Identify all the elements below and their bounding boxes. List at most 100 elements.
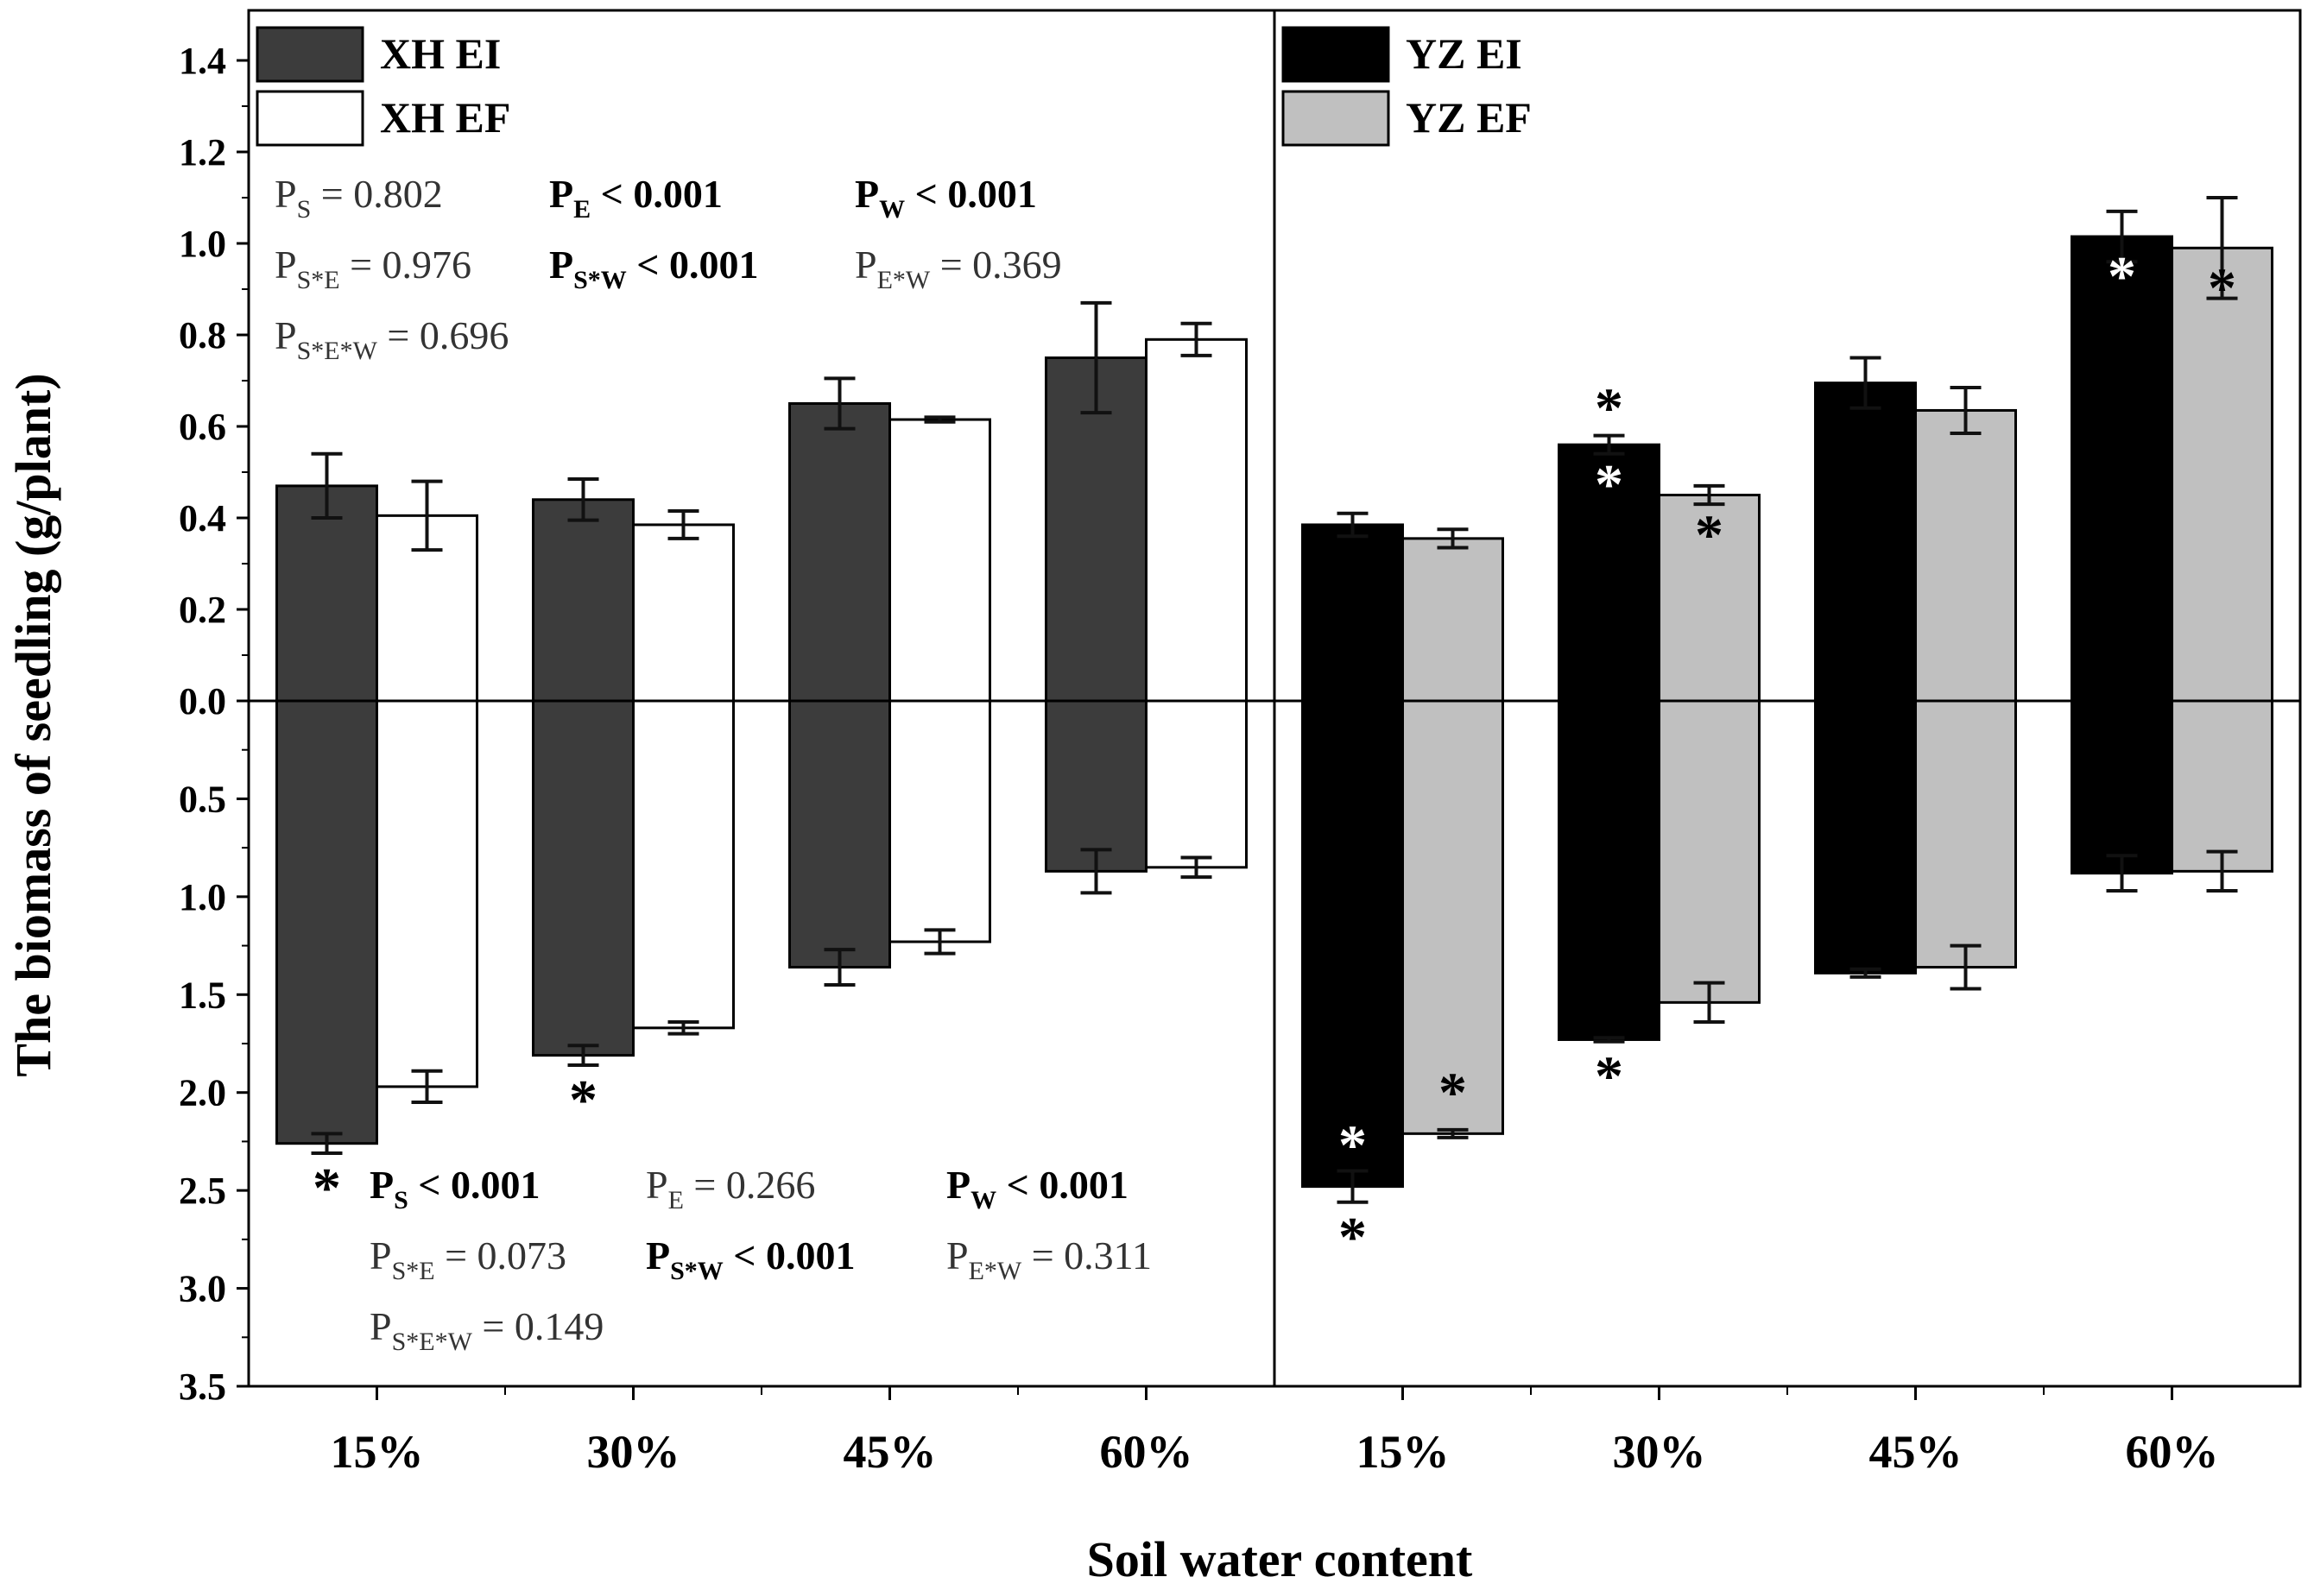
y-tick-label: 2.5: [179, 1170, 226, 1212]
bar-lower-XH-s0-c0: [275, 699, 378, 1145]
significance-mark: *: [1338, 1206, 1367, 1269]
bar-upper-XH-s1-c2: [888, 418, 991, 703]
stat-stats_lower-1-2: PE*W = 0.311: [946, 1233, 1152, 1285]
y-tick-label: 3.5: [179, 1366, 226, 1408]
legend-label: XH EI: [380, 29, 501, 78]
significance-mark: *: [1438, 1061, 1467, 1124]
significance-mark: *: [313, 1157, 341, 1220]
bar-lower-YZ-s0-c0: [1301, 699, 1404, 1189]
bar-lower-XH-s1-c2: [888, 699, 991, 943]
legend-swatch-XH-1: [256, 90, 364, 147]
significance-mark: *: [1338, 1114, 1367, 1177]
bar-upper-XH-s0-c1: [532, 498, 635, 703]
bar-upper-XH-s0-c2: [788, 402, 891, 703]
y-tick-label: 0.6: [179, 406, 226, 448]
bar-lower-XH-s0-c3: [1045, 699, 1148, 873]
stat-p: P: [275, 243, 297, 287]
bar-lower-XH-s0-c2: [788, 699, 891, 969]
x-category-label: 30%: [1613, 1426, 1706, 1478]
stat-stats_lower-1-1: PS*W < 0.001: [646, 1233, 856, 1285]
stat-p: P: [275, 172, 297, 216]
x-category-label: 45%: [844, 1426, 937, 1478]
stat-p: P: [646, 1163, 668, 1207]
stat-sub: S*E*W: [392, 1328, 473, 1356]
stat-p: P: [855, 243, 877, 287]
stat-sub: S*E: [392, 1257, 435, 1285]
bar-upper-YZ-s0-c0: [1301, 523, 1404, 703]
significance-mark: *: [1595, 453, 1623, 516]
stat-p: P: [855, 172, 879, 216]
significance-mark: *: [1595, 377, 1623, 440]
x-category-label: 45%: [1869, 1426, 1963, 1478]
bar-upper-YZ-s0-c2: [1814, 382, 1917, 703]
stat-value: < 0.001: [591, 172, 723, 216]
stat-stats_lower-0-0: PS < 0.001: [370, 1163, 541, 1214]
y-tick-label: 0.8: [179, 314, 226, 356]
stat-sub: S: [394, 1186, 408, 1214]
bar-lower-YZ-s1-c2: [1914, 699, 2017, 969]
stat-p: P: [946, 1233, 969, 1277]
stat-value: = 0.073: [435, 1233, 566, 1277]
legend-label: XH EF: [380, 93, 510, 142]
bar-lower-YZ-s0-c1: [1558, 699, 1660, 1041]
stat-p: P: [370, 1163, 394, 1207]
stat-value: = 0.266: [684, 1163, 815, 1207]
stat-p: P: [646, 1233, 670, 1277]
bar-upper-YZ-s1-c3: [2171, 246, 2273, 703]
text-layer: 1.4 1.2 1.0 0.8 0.6 0.4 0.2 0.0 0.5 1.0 1.5 2.0 2.5 3…: [179, 26, 2236, 1478]
bar-lower-YZ-s1-c1: [1658, 699, 1761, 1004]
stat-p: P: [946, 1163, 970, 1207]
stat-p: P: [275, 313, 297, 357]
bar-lower-XH-s1-c3: [1145, 699, 1248, 869]
stat-sub: S*E: [297, 266, 340, 294]
y-tick-label: 0.0: [179, 680, 226, 722]
y-tick-label: 0.2: [179, 589, 226, 631]
y-tick-label: 2.0: [179, 1072, 226, 1114]
x-axis-title: Soil water content: [1087, 1531, 1473, 1587]
stat-sub: S*W: [573, 266, 627, 294]
bar-lower-YZ-s0-c2: [1814, 699, 1917, 975]
bar-lower-YZ-s0-c3: [2071, 699, 2173, 875]
stat-value: = 0.149: [472, 1304, 604, 1348]
stat-p: P: [370, 1304, 392, 1348]
y-tick-label: 0.4: [179, 497, 226, 539]
stat-sub: S: [297, 195, 312, 224]
stat-value: = 0.976: [340, 243, 471, 287]
bar-upper-XH-s0-c0: [275, 484, 378, 703]
stat-value: = 0.369: [930, 243, 1061, 287]
y-tick-label: 3.0: [179, 1268, 226, 1310]
stat-value: = 0.311: [1021, 1233, 1152, 1277]
significance-mark: *: [2208, 256, 2236, 319]
stat-stats_lower-0-2: PW < 0.001: [946, 1163, 1129, 1214]
x-category-label: 15%: [1356, 1426, 1450, 1478]
x-category-label: 15%: [331, 1426, 424, 1478]
bar-upper-YZ-s1-c2: [1914, 408, 2017, 703]
stat-stats_upper-1-2: PE*W = 0.369: [855, 243, 1062, 294]
stat-p: P: [549, 172, 573, 216]
stat-value: = 0.696: [377, 313, 509, 357]
legend-swatch-XH-0: [256, 26, 364, 83]
bar-lower-XH-s1-c1: [632, 699, 735, 1030]
stat-stats_upper-1-1: PS*W < 0.001: [549, 243, 759, 294]
stat-stats_upper-2-0: PS*E*W = 0.696: [275, 313, 509, 365]
y-tick-label: 1.0: [179, 876, 226, 918]
axes-layer: [237, 9, 2302, 1400]
stat-value: < 0.001: [724, 1233, 856, 1277]
bar-upper-YZ-s0-c1: [1558, 443, 1660, 703]
stat-value: < 0.001: [905, 172, 1037, 216]
stat-stats_upper-0-2: PW < 0.001: [855, 172, 1037, 224]
bar-upper-YZ-s0-c3: [2071, 235, 2173, 703]
bar-upper-YZ-s1-c1: [1658, 494, 1761, 703]
y-tick-label: 0.5: [179, 778, 226, 820]
legend-label: YZ EF: [1406, 93, 1532, 142]
bars-layer: [275, 196, 2273, 1204]
stat-stats_upper-1-0: PS*E = 0.976: [275, 243, 471, 294]
stat-value: < 0.001: [996, 1163, 1129, 1207]
bar-lower-YZ-s1-c3: [2171, 699, 2273, 873]
stat-sub: E: [573, 195, 591, 224]
x-category-label: 30%: [587, 1426, 680, 1478]
stat-sub: S*W: [670, 1257, 724, 1285]
stat-sub: W: [879, 195, 905, 224]
stat-p: P: [549, 243, 573, 287]
